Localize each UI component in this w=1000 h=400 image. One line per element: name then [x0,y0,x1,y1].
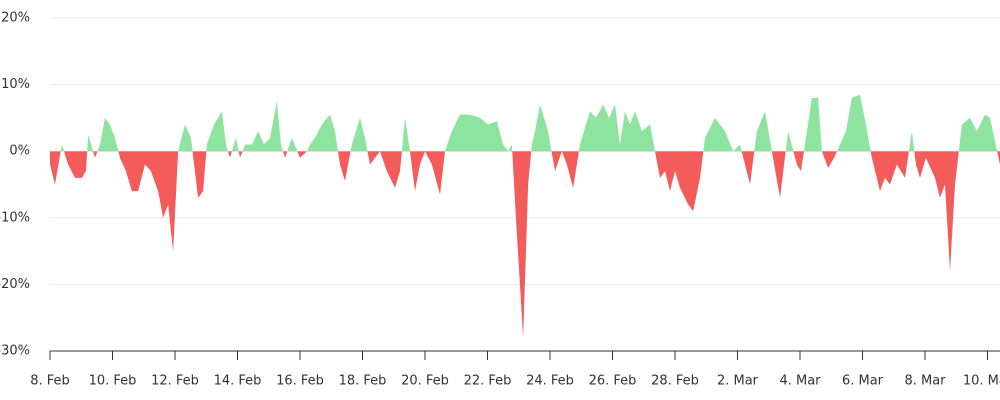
x-tick-label: 28. Feb [651,374,699,389]
negative-area [50,151,1000,338]
x-tick-label: 12. Feb [151,374,199,389]
x-tick-label: 14. Feb [214,374,262,389]
x-tick-label: 10. Mar [963,374,1000,389]
x-tick-label: 10. Feb [89,374,137,389]
x-tick-label: 8. Feb [30,374,70,389]
x-tick-label: 26. Feb [589,374,637,389]
y-tick-label: 0% [9,144,30,159]
y-tick-label: 10% [1,77,30,92]
y-tick-label: -10% [0,210,30,225]
x-tick-label: 2. Mar [717,374,759,389]
x-tick-label: 24. Feb [526,374,574,389]
y-tick-label: -20% [0,277,30,292]
x-tick-label: 4. Mar [779,374,821,389]
x-tick-label: 20. Feb [401,374,449,389]
x-tick-label: 6. Mar [842,374,884,389]
y-tick-label: 20% [1,11,30,26]
positive-area [60,94,998,152]
y-tick-label: -30% [0,344,30,359]
x-tick-label: 16. Feb [276,374,324,389]
x-tick-label: 18. Feb [339,374,387,389]
x-tick-label: 22. Feb [464,374,512,389]
x-tick-label: 8. Mar [904,374,946,389]
